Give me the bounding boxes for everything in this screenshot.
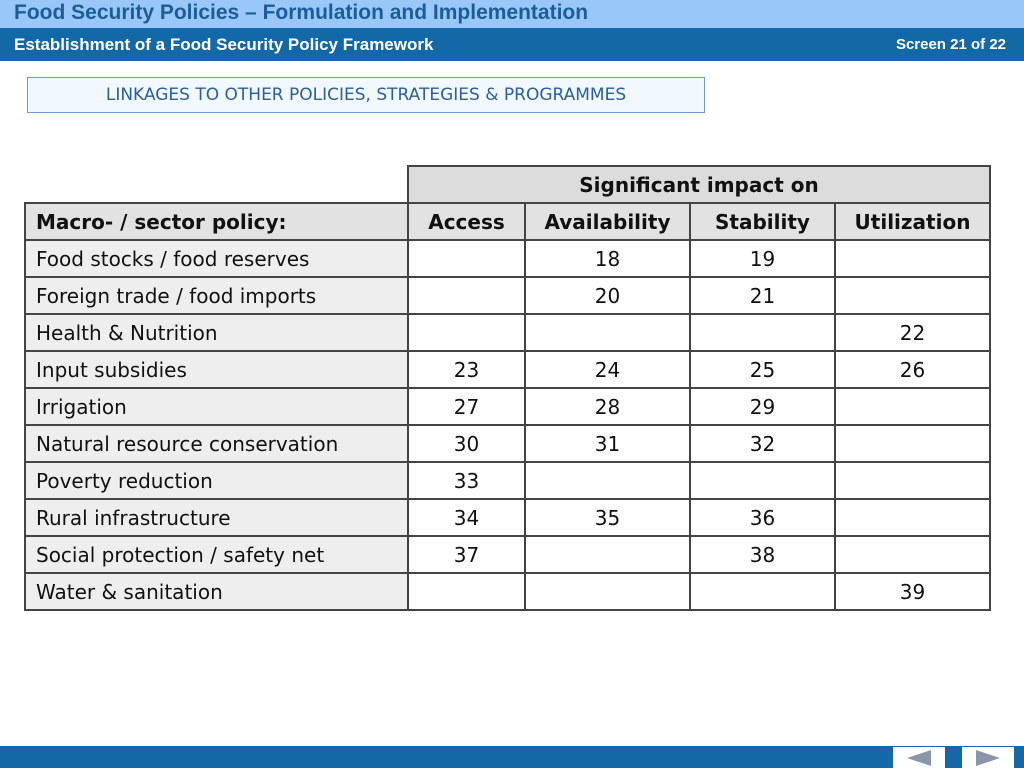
cell-utilization — [834, 461, 991, 500]
policy-name-cell: Rural infrastructure — [24, 498, 409, 537]
cell-availability: 28 — [524, 387, 691, 426]
cell-utilization — [834, 498, 991, 537]
cell-stability: 25 — [689, 350, 836, 389]
cell-stability: 21 — [689, 276, 836, 315]
table-row: Irrigation 27 28 29 — [24, 387, 991, 426]
policy-name-cell: Water & sanitation — [24, 572, 409, 611]
cell-access: 33 — [407, 461, 526, 500]
table-body: Food stocks / food reserves 18 19 Foreign t… — [24, 239, 991, 611]
cell-utilization — [834, 387, 991, 426]
policy-name-cell: Food stocks / food reserves — [24, 239, 409, 278]
cell-access — [407, 239, 526, 278]
cell-availability — [524, 313, 691, 352]
table-column-header-row: Macro- / sector policy: Access Availabil… — [24, 202, 991, 241]
policy-name-cell: Foreign trade / food imports — [24, 276, 409, 315]
column-header-stability: Stability — [689, 202, 836, 241]
cell-utilization — [834, 535, 991, 574]
table-row: Foreign trade / food imports 20 21 — [24, 276, 991, 315]
next-screen-button[interactable] — [962, 747, 1014, 768]
section-title: LINKAGES TO OTHER POLICIES, STRATEGIES &… — [27, 77, 705, 113]
cell-utilization: 39 — [834, 572, 991, 611]
table-row: Water & sanitation 39 — [24, 572, 991, 611]
cell-stability: 32 — [689, 424, 836, 463]
cell-utilization: 22 — [834, 313, 991, 352]
table-row: Rural infrastructure 34 35 36 — [24, 498, 991, 537]
module-title: Establishment of a Food Security Policy … — [14, 35, 434, 54]
cell-availability — [524, 461, 691, 500]
table-row: Poverty reduction 33 — [24, 461, 991, 500]
policy-linkage-table: Significant impact on Macro- / sector po… — [24, 165, 991, 611]
cell-utilization — [834, 276, 991, 315]
cell-availability: 20 — [524, 276, 691, 315]
policy-column-header: Macro- / sector policy: — [24, 202, 409, 241]
cell-access — [407, 276, 526, 315]
column-header-access: Access — [407, 202, 526, 241]
footer-bar — [0, 746, 1024, 768]
policy-name-cell: Social protection / safety net — [24, 535, 409, 574]
cell-availability: 31 — [524, 424, 691, 463]
cell-availability: 18 — [524, 239, 691, 278]
cell-utilization — [834, 424, 991, 463]
triangle-right-icon — [976, 749, 1000, 766]
table-group-header-row: Significant impact on — [25, 165, 991, 204]
table-row: Natural resource conservation 30 31 32 — [24, 424, 991, 463]
cell-stability — [689, 461, 836, 500]
cell-utilization — [834, 239, 991, 278]
course-title-bar: Food Security Policies – Formulation and… — [0, 0, 1024, 28]
cell-stability: 19 — [689, 239, 836, 278]
policy-name-cell: Natural resource conservation — [24, 424, 409, 463]
table-row: Social protection / safety net 37 38 — [24, 535, 991, 574]
cell-access: 23 — [407, 350, 526, 389]
significant-impact-header: Significant impact on — [407, 165, 991, 204]
cell-access — [407, 572, 526, 611]
policy-name-cell: Input subsidies — [24, 350, 409, 389]
cell-availability: 24 — [524, 350, 691, 389]
cell-stability: 36 — [689, 498, 836, 537]
table-corner-blank — [25, 166, 408, 203]
cell-availability: 35 — [524, 498, 691, 537]
policy-name-cell: Irrigation — [24, 387, 409, 426]
cell-access: 30 — [407, 424, 526, 463]
cell-stability: 29 — [689, 387, 836, 426]
cell-access — [407, 313, 526, 352]
cell-access: 37 — [407, 535, 526, 574]
policy-name-cell: Health & Nutrition — [24, 313, 409, 352]
cell-utilization: 26 — [834, 350, 991, 389]
module-title-bar: Establishment of a Food Security Policy … — [0, 28, 1024, 61]
cell-availability — [524, 535, 691, 574]
cell-stability: 38 — [689, 535, 836, 574]
screen-counter: Screen 21 of 22 — [895, 36, 1006, 53]
policy-name-cell: Poverty reduction — [24, 461, 409, 500]
table-row: Food stocks / food reserves 18 19 — [24, 239, 991, 278]
cell-access: 34 — [407, 498, 526, 537]
course-title: Food Security Policies – Formulation and… — [14, 1, 589, 24]
cell-access: 27 — [407, 387, 526, 426]
previous-screen-button[interactable] — [893, 747, 945, 768]
table-row: Input subsidies 23 24 25 26 — [24, 350, 991, 389]
cell-availability — [524, 572, 691, 611]
cell-stability — [689, 313, 836, 352]
triangle-left-icon — [907, 749, 931, 766]
column-header-utilization: Utilization — [834, 202, 991, 241]
table-row: Health & Nutrition 22 — [24, 313, 991, 352]
column-header-availability: Availability — [524, 202, 691, 241]
cell-stability — [689, 572, 836, 611]
